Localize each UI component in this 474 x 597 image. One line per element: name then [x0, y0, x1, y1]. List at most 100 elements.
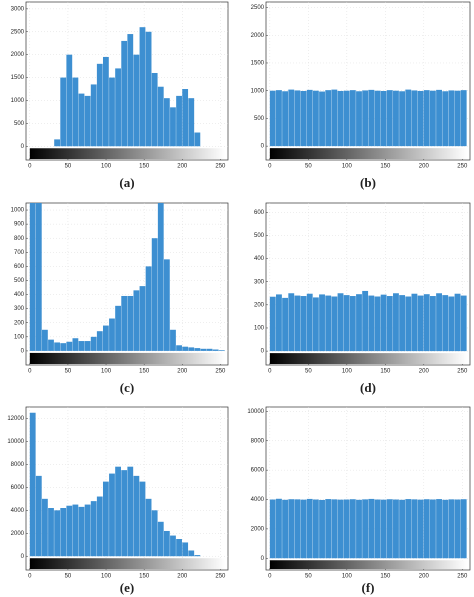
y-tick-label: 100: [14, 334, 25, 340]
bar: [362, 90, 369, 147]
y-tick-label: 4000: [11, 508, 25, 514]
x-tick-label: 100: [101, 574, 112, 580]
bar: [319, 294, 325, 352]
bar: [374, 499, 381, 559]
bar: [139, 286, 146, 351]
x-tick-label: 50: [65, 164, 72, 170]
bar: [182, 346, 189, 351]
bar: [417, 499, 424, 559]
bar: [300, 90, 307, 147]
y-tick-label: 300: [14, 306, 25, 312]
bar: [102, 56, 109, 147]
bar: [269, 90, 276, 147]
bar: [429, 296, 436, 352]
bar: [127, 34, 134, 147]
bar: [312, 297, 319, 352]
bar: [386, 90, 393, 147]
bar: [374, 90, 381, 147]
bar: [96, 63, 103, 147]
bar: [356, 91, 362, 147]
bar: [163, 98, 170, 147]
bar: [60, 77, 67, 147]
bar: [102, 325, 109, 351]
bar: [109, 473, 115, 557]
bar: [442, 91, 449, 147]
x-tick-label: 0: [268, 369, 272, 375]
x-tick-label: 100: [101, 164, 112, 170]
y-tick-label: 200: [254, 302, 265, 308]
x-tick-label: 250: [457, 369, 468, 375]
bar: [393, 90, 399, 147]
bar: [300, 296, 307, 352]
x-tick-label: 0: [28, 369, 32, 375]
y-tick-label: 700: [14, 250, 25, 256]
y-tick-label: 0: [21, 144, 25, 150]
bar: [356, 294, 362, 352]
x-tick-label: 250: [215, 164, 226, 170]
x-tick-label: 50: [305, 164, 312, 170]
bar: [276, 294, 282, 352]
y-tick-label: 400: [14, 292, 25, 298]
bar: [182, 89, 189, 147]
bar: [176, 95, 182, 147]
bar: [84, 504, 91, 557]
bar: [151, 238, 158, 351]
bar: [331, 499, 338, 559]
y-tick-label: 500: [254, 116, 265, 122]
bar: [312, 90, 319, 147]
bar: [362, 290, 369, 352]
bar: [294, 295, 301, 352]
x-tick-label: 50: [305, 574, 312, 580]
bar: [288, 89, 295, 147]
bar: [448, 499, 455, 559]
y-tick-label: 600: [254, 210, 265, 216]
bar: [374, 296, 381, 352]
bar: [176, 345, 182, 351]
bar: [325, 295, 332, 352]
bar: [188, 550, 195, 557]
bar: [411, 499, 418, 559]
bar: [145, 498, 152, 557]
bar: [42, 329, 48, 351]
panel-caption: (d): [360, 380, 376, 395]
bar: [60, 508, 67, 557]
bar: [343, 90, 350, 147]
bar: [423, 90, 430, 147]
bar: [454, 90, 461, 147]
y-tick-label: 0: [261, 144, 265, 150]
bar: [157, 86, 164, 147]
bar: [109, 77, 115, 147]
bar: [115, 68, 121, 147]
bar: [84, 95, 91, 147]
x-tick-label: 200: [177, 574, 188, 580]
bar: [325, 90, 332, 147]
x-tick-label: 50: [65, 574, 72, 580]
bar: [349, 499, 356, 559]
bar: [429, 499, 436, 559]
x-tick-label: 150: [380, 574, 391, 580]
y-tick-label: 200: [14, 320, 25, 326]
bar: [163, 259, 170, 351]
bar: [194, 348, 201, 351]
y-tick-label: 0: [21, 348, 25, 354]
bar: [362, 499, 369, 559]
bar: [393, 293, 399, 352]
bar: [170, 107, 176, 147]
y-tick-label: 2500: [251, 5, 265, 11]
bar: [368, 498, 375, 559]
bar: [276, 498, 282, 559]
intensity-colorbar: [29, 352, 225, 364]
bar: [399, 499, 406, 559]
x-tick-label: 0: [28, 164, 32, 170]
panel-caption: (f): [362, 580, 375, 595]
x-tick-label: 50: [65, 369, 72, 375]
y-tick-label: 500: [254, 233, 265, 239]
bar: [145, 266, 152, 351]
y-tick-label: 10000: [7, 439, 24, 445]
y-tick-label: 3000: [11, 6, 25, 12]
bar: [349, 296, 356, 352]
x-tick-label: 150: [380, 164, 391, 170]
bar: [170, 329, 176, 351]
y-tick-label: 300: [254, 279, 265, 285]
bar: [368, 295, 375, 352]
